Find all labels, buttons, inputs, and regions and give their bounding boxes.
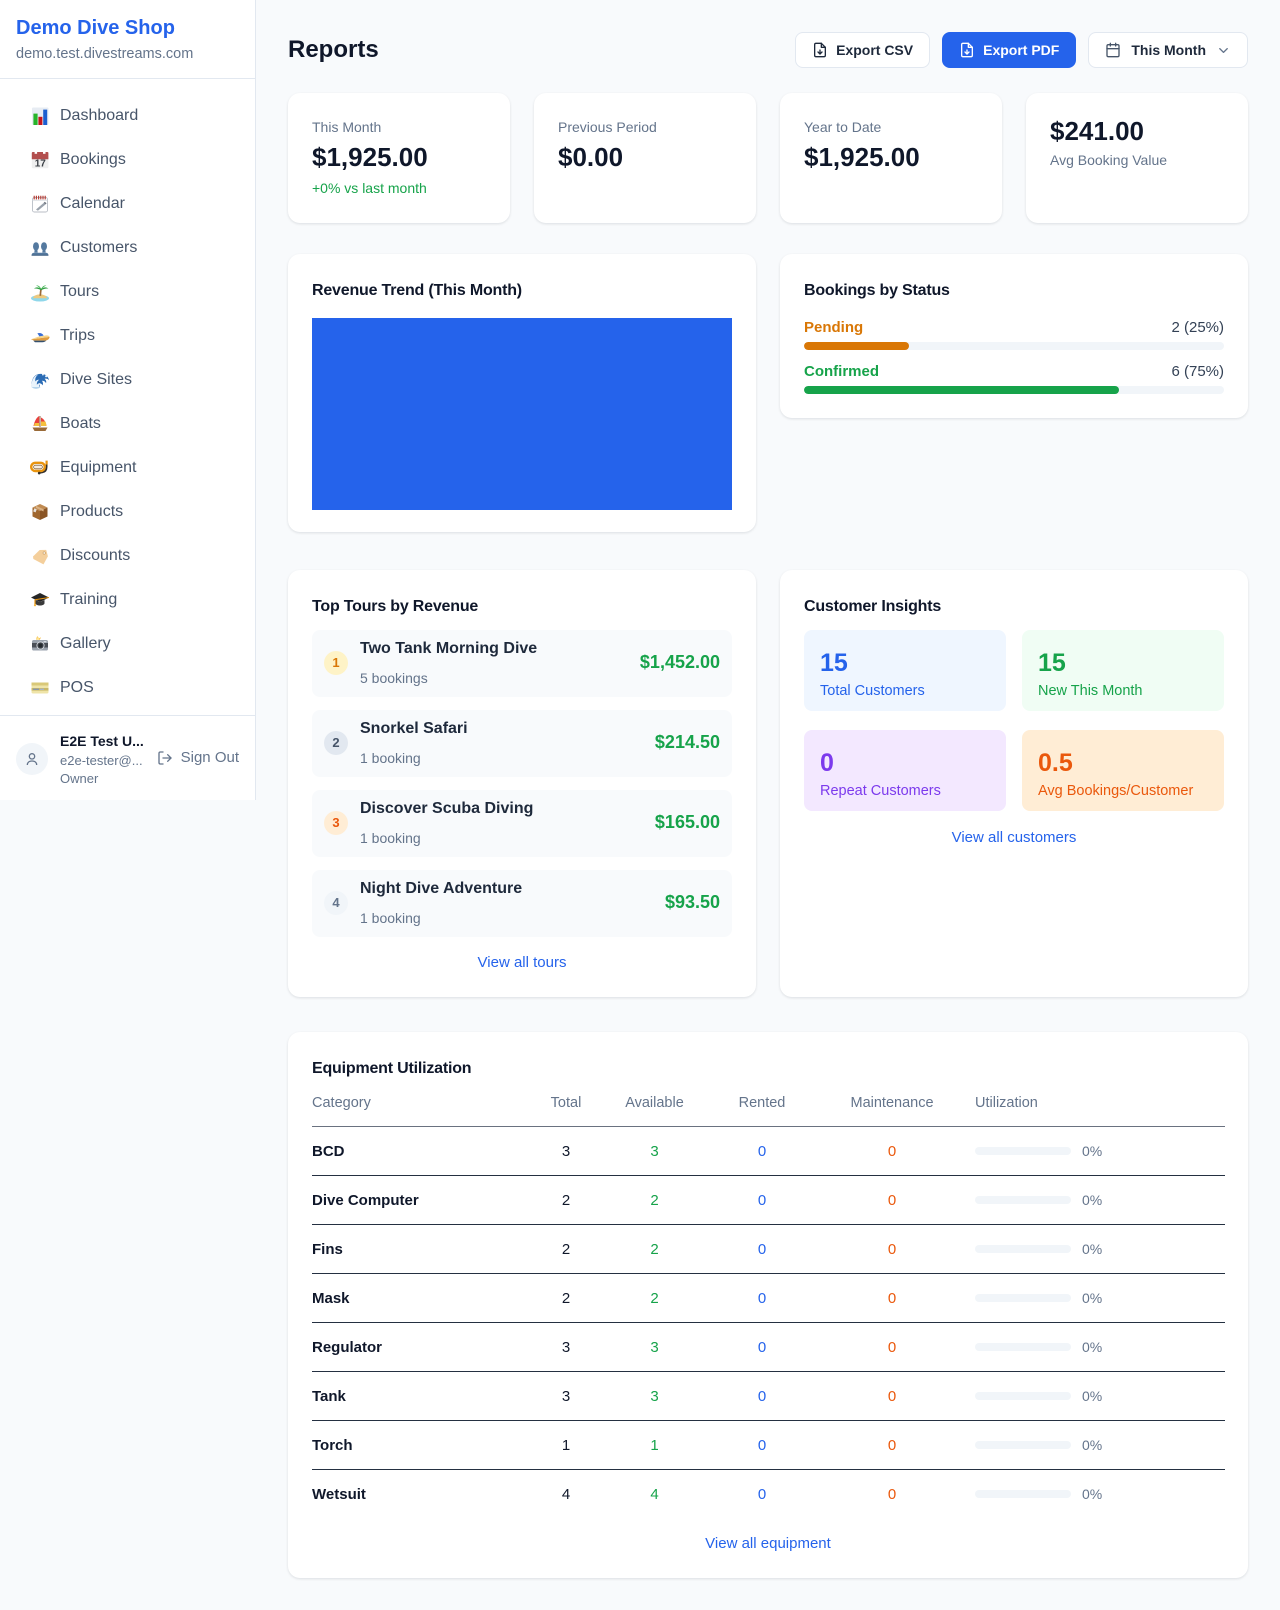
svg-text:17: 17 bbox=[35, 159, 47, 170]
